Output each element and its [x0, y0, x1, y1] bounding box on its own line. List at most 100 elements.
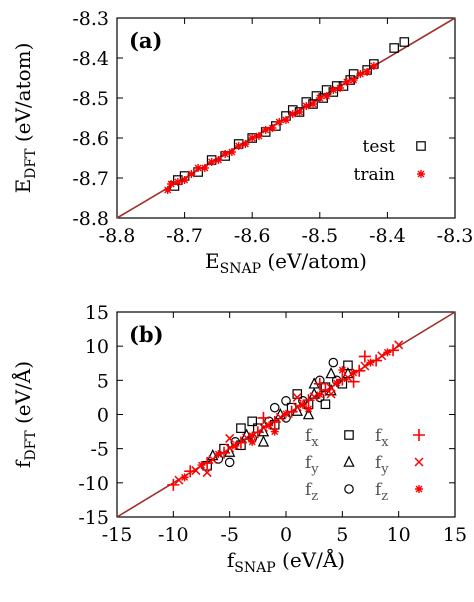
train-point: [194, 164, 203, 172]
panel-a: -8.8 -8.7 -8.6 -8.5 -8.4 -8.3 -8.8 -8.7 -8.6 -8.5…: [11, 8, 473, 277]
y-tick-label: 0: [97, 405, 109, 427]
x-tick-label: -8.3: [437, 225, 474, 247]
train-point: [231, 441, 240, 450]
panel-label: (b): [129, 322, 164, 347]
test-point: [257, 435, 270, 447]
train-point: [173, 178, 182, 186]
train-point: [202, 468, 212, 478]
train-point: [370, 354, 383, 367]
train-point: [254, 132, 263, 140]
test-point: [389, 43, 399, 53]
test-point: [325, 366, 337, 379]
train-point: [356, 70, 365, 78]
train-point: [302, 102, 311, 110]
train-point: [338, 366, 347, 375]
x-axis-label: ESNAP (eV/atom): [205, 249, 367, 277]
legend-label-fx: fx: [305, 426, 319, 450]
y-tick-label: 15: [85, 302, 109, 324]
x-tick-label: 10: [387, 524, 411, 546]
x-axis-label: fSNAP (eV/Å): [227, 547, 345, 576]
train-point: [221, 150, 230, 158]
train-point: [180, 473, 189, 482]
x-tick-label: 15: [443, 524, 467, 546]
test-point: [247, 416, 257, 427]
x-tick-label: -15: [102, 524, 133, 546]
train-point: [187, 170, 196, 178]
train-point: [248, 431, 257, 440]
train-point: [268, 416, 281, 429]
train-point: [360, 361, 370, 371]
y-tick-label: -8.8: [72, 208, 109, 230]
legend-marker-test: [416, 141, 426, 151]
test-point: [399, 37, 410, 47]
train-point: [275, 412, 285, 422]
legend-marker-fy: [343, 455, 355, 467]
y-tick-label: 10: [85, 336, 109, 358]
train-point: [292, 392, 302, 402]
train-point: [394, 340, 404, 350]
train-point: [200, 164, 209, 172]
legend-label-fx: fx: [375, 426, 389, 450]
x-tick-label: -8.7: [166, 225, 203, 247]
train-point: [268, 124, 277, 132]
train-point: [349, 76, 358, 84]
train-point: [275, 118, 284, 126]
test-point: [236, 423, 246, 433]
series-train: [163, 62, 378, 194]
train-point: [214, 450, 223, 459]
train-point: [363, 68, 372, 76]
legend-marker-fx: [413, 429, 425, 441]
train-point: [248, 437, 257, 446]
train-point: [180, 176, 189, 184]
x-tick-label: -8.8: [99, 225, 136, 247]
y-tick-label: -8.5: [72, 88, 109, 110]
y-tick-label: -8.3: [72, 8, 109, 30]
test-point: [269, 402, 280, 413]
y-axis-label: fDFT (eV/Å): [10, 361, 39, 468]
legend-label-fy: fy: [375, 453, 389, 477]
train-point: [201, 457, 214, 470]
x-tick-label: -8.5: [301, 225, 338, 247]
legend-marker-train: [417, 170, 425, 178]
train-point: [358, 350, 371, 363]
test-point: [343, 360, 353, 371]
train-point: [225, 433, 235, 443]
y-tick-label: -10: [78, 473, 109, 495]
train-point: [329, 86, 338, 94]
panel-label: (a): [129, 28, 162, 53]
y-tick-label: -8.4: [72, 48, 109, 70]
x-tick-label: -8.6: [234, 225, 271, 247]
train-point: [298, 400, 307, 409]
train-point: [332, 379, 341, 388]
test-point: [224, 457, 235, 468]
legend-label-test: test: [363, 137, 396, 157]
train-point: [270, 427, 279, 436]
train-point: [322, 92, 331, 100]
plot-frame: [116, 17, 456, 219]
train-point: [257, 411, 270, 424]
train-point: [347, 375, 360, 388]
train-point: [214, 156, 223, 164]
train-point: [251, 426, 264, 439]
train-point: [167, 180, 176, 188]
train-point: [234, 436, 247, 449]
legend-label-fz: fz: [305, 480, 318, 504]
y-tick-label: -8.6: [72, 128, 109, 150]
y-tick-label: -5: [90, 439, 109, 461]
train-point: [282, 116, 290, 124]
test-point: [223, 445, 236, 457]
x-tick-label: 5: [336, 524, 348, 546]
x-tick-label: -10: [158, 524, 189, 546]
legend-label-fy: fy: [305, 453, 319, 477]
y-tick-label: -15: [78, 507, 109, 529]
train-point: [241, 140, 250, 148]
train-point: [288, 110, 297, 118]
test-point: [328, 357, 339, 368]
y-tick-label: -8.7: [72, 168, 109, 190]
train-point: [313, 377, 326, 390]
train-point: [265, 421, 274, 430]
train-point: [369, 62, 378, 70]
train-point: [353, 364, 366, 377]
train-point: [309, 100, 318, 108]
